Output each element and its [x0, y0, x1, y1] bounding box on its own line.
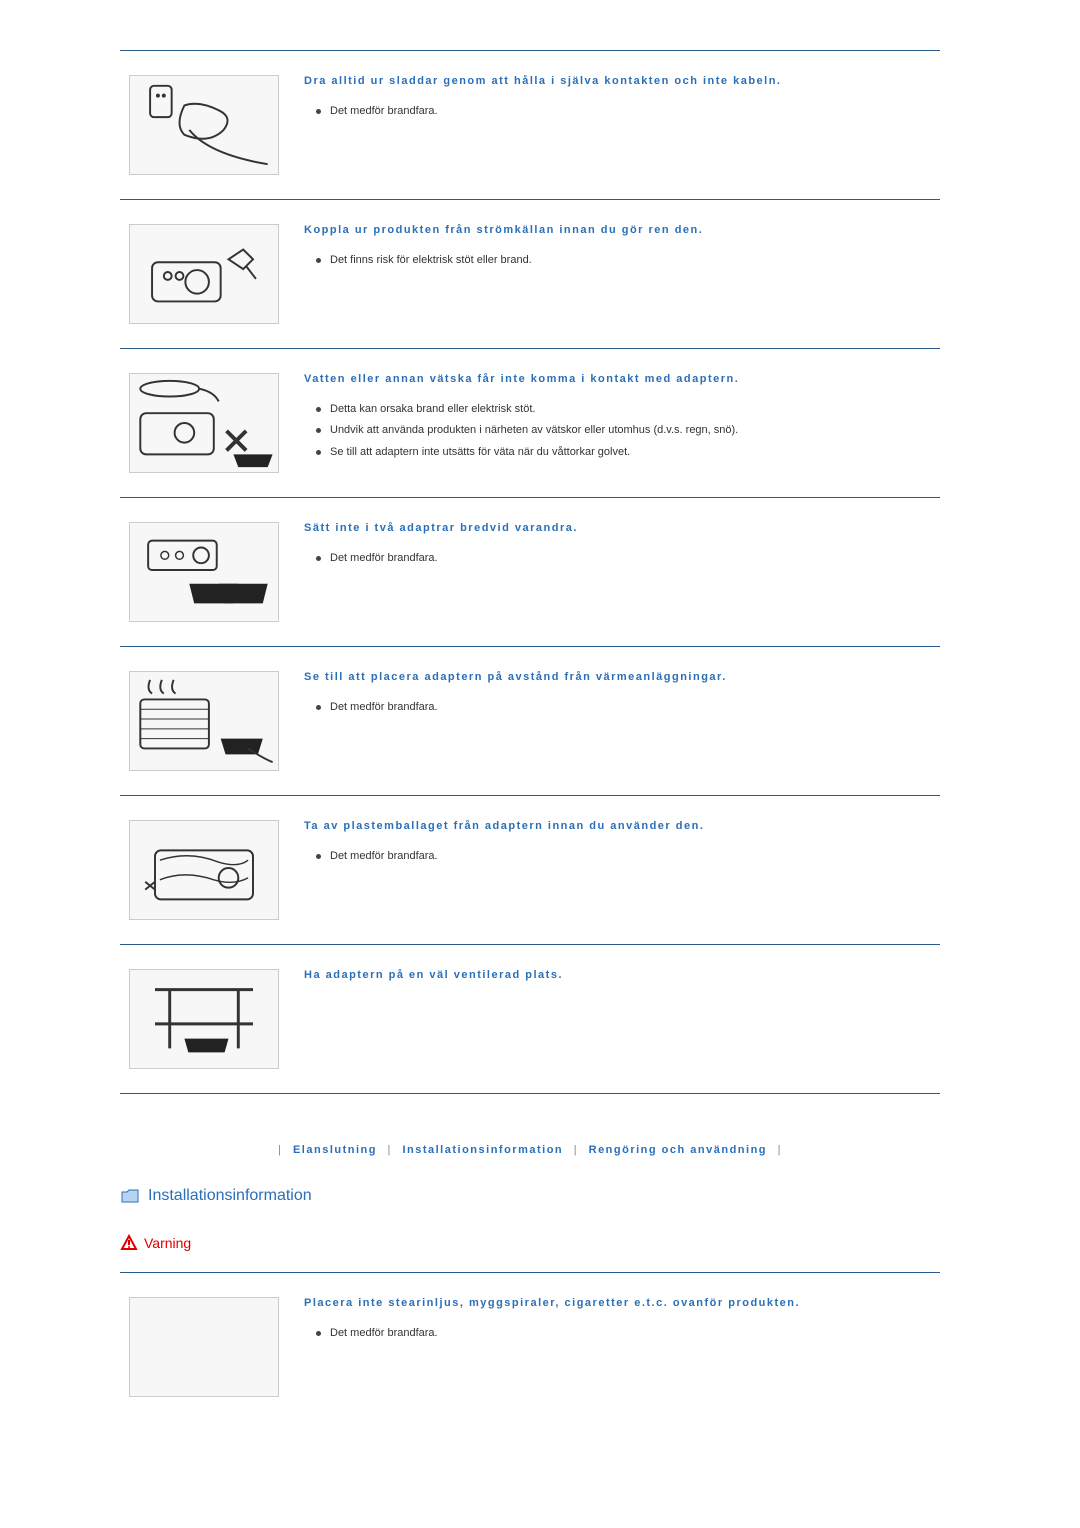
safety-item: Koppla ur produkten från strömkällan inn… — [120, 199, 940, 348]
illustration-col — [120, 516, 288, 628]
item-heading: Ha adaptern på en väl ventilerad plats. — [304, 967, 932, 985]
folder-icon — [120, 1186, 140, 1206]
item-heading: Sätt inte i två adaptrar bredvid varandr… — [304, 520, 932, 538]
illustration-col — [120, 1291, 288, 1403]
illustration-col — [120, 367, 288, 479]
warning-label: Varning — [144, 1235, 191, 1251]
item-heading: Ta av plastemballaget från adaptern inna… — [304, 818, 932, 836]
safety-item: Se till att placera adaptern på avstånd … — [120, 646, 940, 795]
illustration-col — [120, 665, 288, 777]
bullet-list: Det medför brandfara. — [304, 103, 932, 121]
illustration-placeholder — [129, 1297, 279, 1397]
illustration-two-adapters — [129, 522, 279, 622]
text-col: Ha adaptern på en väl ventilerad plats. — [288, 963, 940, 1075]
text-col: Sätt inte i två adaptrar bredvid varandr… — [288, 516, 940, 628]
nav-separator: | — [278, 1144, 282, 1156]
nav-separator: | — [778, 1144, 782, 1156]
illustration-unplug-hand — [129, 75, 279, 175]
illustration-water-adapter — [129, 373, 279, 473]
illustration-remove-plastic — [129, 820, 279, 920]
text-col: Ta av plastemballaget från adaptern inna… — [288, 814, 940, 926]
safety-item: Dra alltid ur sladdar genom att hålla i … — [120, 50, 940, 199]
bullet-item: Undvik att använda produkten i närheten … — [330, 422, 932, 440]
illustration-col — [120, 814, 288, 926]
bullet-item: Se till att adaptern inte utsätts för vä… — [330, 444, 932, 462]
nav-link-installation[interactable]: Installationsinformation — [402, 1144, 563, 1156]
bullet-list: Det medför brandfara. — [304, 550, 932, 568]
text-col: Se till att placera adaptern på avstånd … — [288, 665, 940, 777]
nav-link-elanslutning[interactable]: Elanslutning — [293, 1144, 377, 1156]
bullet-item: Det medför brandfara. — [330, 1325, 932, 1343]
bullet-item: Det medför brandfara. — [330, 550, 932, 568]
item-heading: Vatten eller annan vätska får inte komma… — [304, 371, 932, 389]
warning-icon — [120, 1234, 138, 1252]
text-col: Vatten eller annan vätska får inte komma… — [288, 367, 940, 479]
text-col: Dra alltid ur sladdar genom att hålla i … — [288, 69, 940, 181]
bullet-item: Det medför brandfara. — [330, 103, 932, 121]
safety-item: Sätt inte i två adaptrar bredvid varandr… — [120, 497, 940, 646]
illustration-col — [120, 218, 288, 330]
nav-separator: | — [574, 1144, 578, 1156]
illustration-col — [120, 963, 288, 1075]
bullet-list: Det medför brandfara. — [304, 699, 932, 717]
section-title: Installationsinformation — [148, 1187, 312, 1205]
safety-item: Ta av plastemballaget från adaptern inna… — [120, 795, 940, 944]
illustration-clean-device — [129, 224, 279, 324]
safety-item: Vatten eller annan vätska får inte komma… — [120, 348, 940, 497]
install-section-list: Placera inte stearinljus, myggspiraler, … — [120, 1272, 940, 1421]
bullet-item: Det medför brandfara. — [330, 848, 932, 866]
safety-section-list: Dra alltid ur sladdar genom att hålla i … — [120, 50, 940, 1094]
item-heading: Koppla ur produkten från strömkällan inn… — [304, 222, 932, 240]
illustration-col — [120, 69, 288, 181]
illustration-ventilated-shelf — [129, 969, 279, 1069]
safety-item: Ha adaptern på en väl ventilerad plats. — [120, 944, 940, 1094]
nav-links: | Elanslutning | Installationsinformatio… — [120, 1144, 940, 1156]
item-heading: Se till att placera adaptern på avstånd … — [304, 669, 932, 687]
nav-separator: | — [388, 1144, 392, 1156]
bullet-list: Det medför brandfara. — [304, 848, 932, 866]
bullet-list: Det finns risk för elektrisk stöt eller … — [304, 252, 932, 270]
nav-link-rengoring[interactable]: Rengöring och användning — [589, 1144, 767, 1156]
illustration-heater-distance — [129, 671, 279, 771]
text-col: Koppla ur produkten från strömkällan inn… — [288, 218, 940, 330]
bullet-list: Detta kan orsaka brand eller elektrisk s… — [304, 401, 932, 462]
bullet-list: Det medför brandfara. — [304, 1325, 932, 1343]
section-title-bar: Installationsinformation — [120, 1186, 940, 1206]
bullet-item: Det finns risk för elektrisk stöt eller … — [330, 252, 932, 270]
text-col: Placera inte stearinljus, myggspiraler, … — [288, 1291, 940, 1403]
install-item: Placera inte stearinljus, myggspiraler, … — [120, 1272, 940, 1421]
warning-bar: Varning — [120, 1234, 940, 1252]
item-heading: Placera inte stearinljus, myggspiraler, … — [304, 1295, 932, 1313]
item-heading: Dra alltid ur sladdar genom att hålla i … — [304, 73, 932, 91]
bullet-item: Det medför brandfara. — [330, 699, 932, 717]
bullet-item: Detta kan orsaka brand eller elektrisk s… — [330, 401, 932, 419]
